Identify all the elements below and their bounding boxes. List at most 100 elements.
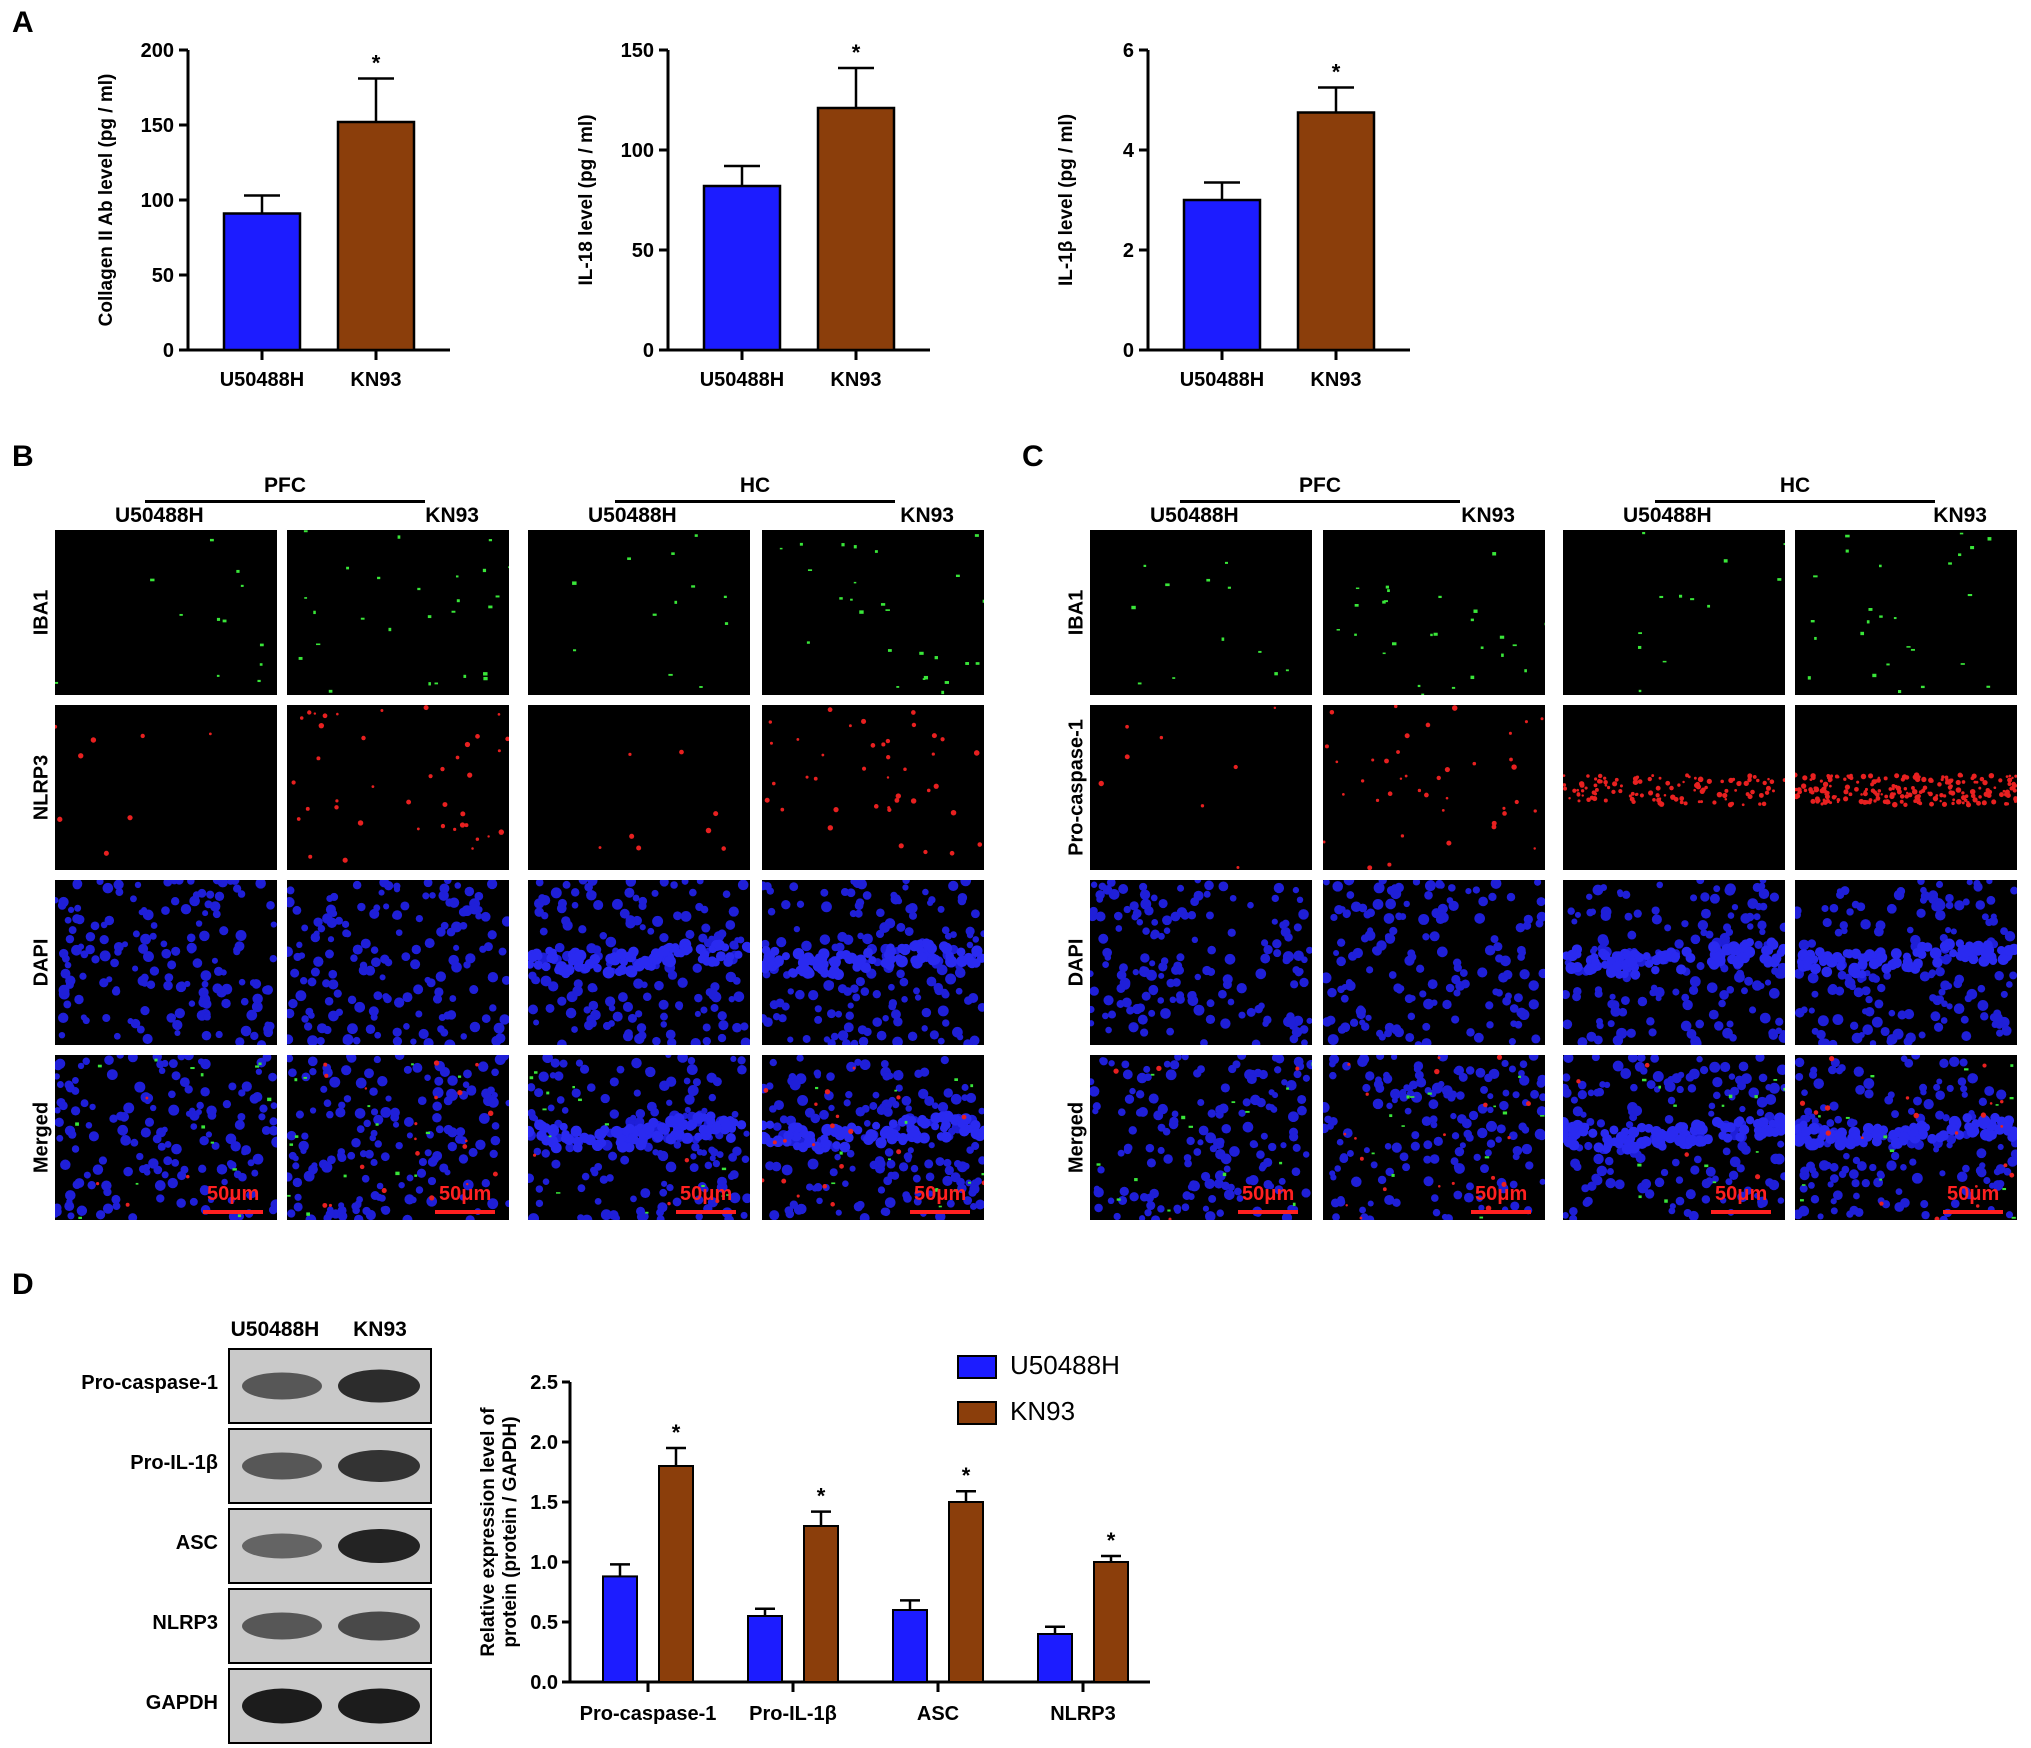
micrograph-dapi xyxy=(528,880,750,1045)
blot-band-label: Pro-IL-1β xyxy=(130,1452,218,1474)
blot-strip xyxy=(228,1668,432,1744)
bar xyxy=(948,1501,984,1683)
column-header: U50488H xyxy=(115,504,204,527)
significance-mark: * xyxy=(1107,1528,1116,1553)
scale-bar xyxy=(1943,1210,2003,1214)
y-tick-label: 100 xyxy=(621,140,654,162)
blot-band xyxy=(338,1450,420,1482)
micrograph-merged xyxy=(1563,1055,1785,1220)
chart-collagen-ii-ab: 0 50 100 150 200 U50488H KN93 * Collagen II Ab l… xyxy=(96,40,450,391)
micrograph-merged xyxy=(1323,1055,1545,1220)
group-header: HC xyxy=(739,474,771,497)
group-underline xyxy=(1180,500,1460,503)
micrograph-pro-caspase-1 xyxy=(1563,705,1785,870)
y-tick-label: 0 xyxy=(1123,340,1134,362)
micrograph-dapi xyxy=(762,880,984,1045)
column-header: U50488H xyxy=(588,504,677,527)
y-axis-label: protein (protein / GAPDH) xyxy=(500,1416,521,1647)
y-tick-label: 200 xyxy=(141,40,174,62)
y-tick-label: 0.0 xyxy=(530,1672,558,1694)
panel-letter-d: D xyxy=(12,1268,34,1301)
micrograph-iba1 xyxy=(1795,530,2017,695)
blot-band xyxy=(242,1452,322,1480)
blot-band xyxy=(242,1612,322,1640)
micrograph-iba1 xyxy=(55,530,277,695)
y-tick-label: 50 xyxy=(152,265,174,287)
blot-band xyxy=(242,1688,322,1724)
row-label: IBA1 xyxy=(1065,589,1088,635)
micrograph-iba1 xyxy=(1563,530,1785,695)
group-header: PFC xyxy=(1299,474,1341,497)
row-label: NLRP3 xyxy=(30,754,53,820)
scale-bar-label: 50μm xyxy=(1715,1183,1768,1205)
chart-il-1b: 0 2 4 6 U50488H KN93 * IL-1β level (pg / ml) xyxy=(1056,40,1410,391)
bar xyxy=(222,212,302,352)
group-underline xyxy=(1655,500,1935,503)
blot-column-header: KN93 xyxy=(353,1318,407,1341)
x-tick-label: Pro-caspase-1 xyxy=(580,1703,717,1725)
y-axis-label: Collagen II Ab level (pg / ml) xyxy=(96,74,117,327)
micrograph-dapi xyxy=(1090,880,1312,1045)
panel-letter-a: A xyxy=(12,6,34,39)
blot-column-header: U50488H xyxy=(230,1318,320,1341)
scale-bar-label: 50μm xyxy=(914,1183,967,1205)
chart-relative-expression: 0.0 0.5 1.0 1.5 2.0 2.5 * Pro-caspase-1 * Pro-IL-… xyxy=(478,1350,1150,1725)
legend-label: U50488H xyxy=(1010,1350,1120,1380)
blot-band-label: ASC xyxy=(175,1532,218,1554)
bar xyxy=(816,106,896,352)
micrograph-iba1 xyxy=(1090,530,1312,695)
column-header: U50488H xyxy=(1150,504,1239,527)
bar xyxy=(336,120,416,352)
scale-bar-label: 50μm xyxy=(207,1183,260,1205)
scale-bar xyxy=(435,1210,495,1214)
legend-swatch xyxy=(957,1355,997,1379)
micrograph-pro-caspase-1 xyxy=(1323,705,1545,870)
micrograph-dapi xyxy=(55,880,277,1045)
blot-strip xyxy=(228,1588,432,1664)
micrograph-dapi xyxy=(287,880,509,1045)
micrograph-merged xyxy=(762,1055,984,1220)
x-tick-label: KN93 xyxy=(830,369,881,391)
row-label: IBA1 xyxy=(30,589,53,635)
panel-letter-b: B xyxy=(12,440,34,473)
micrograph-nlrp3 xyxy=(528,705,750,870)
y-axis-label: Relative expression level of xyxy=(478,1407,499,1657)
micrograph-nlrp3 xyxy=(287,705,509,870)
column-header: KN93 xyxy=(1933,504,1987,527)
y-tick-label: 150 xyxy=(621,40,654,62)
micrograph-merged xyxy=(1795,1055,2017,1220)
x-tick-label: ASC xyxy=(917,1703,959,1725)
bar xyxy=(1182,198,1262,352)
column-header: KN93 xyxy=(900,504,954,527)
blot-band xyxy=(338,1611,420,1641)
y-tick-label: 0 xyxy=(163,340,174,362)
micrograph-dapi xyxy=(1563,880,1785,1045)
blot-band-label: Pro-caspase-1 xyxy=(81,1372,218,1394)
micrograph-nlrp3 xyxy=(55,705,277,870)
scale-bar xyxy=(1471,1210,1531,1214)
y-tick-label: 2 xyxy=(1123,240,1134,262)
blot-strip xyxy=(228,1428,432,1504)
x-tick-label: KN93 xyxy=(350,369,401,391)
row-label: Merged xyxy=(1065,1101,1088,1173)
blot-band xyxy=(338,1369,420,1403)
x-tick-label: Pro-IL-1β xyxy=(749,1703,837,1725)
micrograph-nlrp3 xyxy=(762,705,984,870)
scale-bar xyxy=(203,1210,263,1214)
significance-mark: * xyxy=(962,1463,971,1488)
y-tick-label: 1.0 xyxy=(530,1552,558,1574)
bar xyxy=(747,1615,783,1683)
row-label: Pro-caspase-1 xyxy=(1065,718,1088,856)
x-tick-label: NLRP3 xyxy=(1050,1703,1116,1725)
scale-bar-label: 50μm xyxy=(1475,1183,1528,1205)
scale-bar xyxy=(910,1210,970,1214)
legend-swatch xyxy=(957,1401,997,1425)
bar xyxy=(1037,1633,1073,1683)
row-label: DAPI xyxy=(30,938,53,986)
group-header: PFC xyxy=(264,474,306,497)
bar xyxy=(803,1525,839,1683)
column-header: U50488H xyxy=(1623,504,1712,527)
significance-mark: * xyxy=(817,1484,826,1509)
y-tick-label: 2.0 xyxy=(530,1432,558,1454)
y-tick-label: 0 xyxy=(643,340,654,362)
